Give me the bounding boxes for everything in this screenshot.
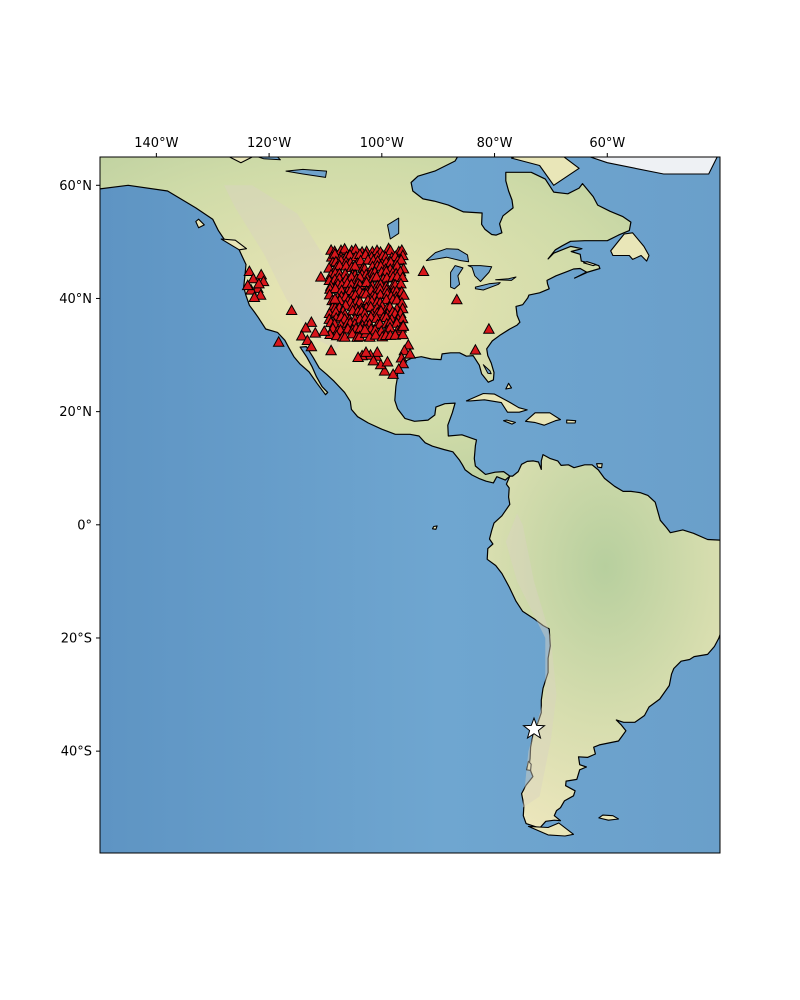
- station-layer: [241, 242, 495, 379]
- station-marker: [371, 345, 384, 357]
- top-tick-label: 80°W: [477, 136, 513, 151]
- event-layer: [522, 716, 546, 740]
- station-marker: [358, 323, 371, 335]
- station-marker: [243, 265, 256, 276]
- station-marker: [241, 279, 254, 291]
- top-tick-label: 60°W: [589, 136, 625, 151]
- station-marker: [396, 328, 409, 340]
- left-tick-label: 40°S: [61, 745, 92, 760]
- station-marker: [381, 355, 394, 367]
- station-marker: [389, 328, 402, 340]
- lake-layer: [256, 157, 517, 375]
- left-tick-label: 40°N: [59, 292, 92, 307]
- island: [598, 814, 620, 821]
- island: [596, 463, 603, 469]
- station-marker: [469, 343, 482, 355]
- station-marker: [305, 315, 318, 327]
- station-marker: [309, 326, 322, 338]
- top-tick-label: 140°W: [134, 136, 178, 151]
- island: [503, 419, 516, 425]
- lake: [474, 282, 501, 291]
- station-marker: [272, 335, 285, 347]
- left-axis: 60°N 40°N 20°N 0° 20°S 40°S: [59, 179, 100, 760]
- station-marker: [305, 340, 318, 352]
- left-tick-label: 20°N: [59, 405, 92, 420]
- station-marker: [369, 328, 382, 340]
- station-marker: [392, 362, 405, 374]
- lake: [450, 265, 464, 290]
- station-marker: [359, 345, 373, 357]
- station-marker: [397, 319, 410, 331]
- station-marker: [285, 304, 298, 315]
- top-tick-label: 120°W: [247, 136, 291, 151]
- station-marker: [318, 325, 331, 336]
- top-tick-label: 100°W: [360, 136, 404, 151]
- event-star-marker: [522, 716, 546, 740]
- left-tick-label: 0°: [77, 518, 92, 533]
- station-marker: [338, 242, 351, 254]
- island: [566, 419, 577, 424]
- station-marker: [387, 368, 400, 379]
- island: [220, 238, 248, 251]
- island: [526, 760, 532, 771]
- station-marker: [367, 354, 380, 366]
- island: [505, 382, 513, 390]
- left-tick-label: 60°N: [59, 179, 92, 194]
- station-marker: [295, 329, 308, 341]
- island: [195, 218, 205, 229]
- lake: [495, 276, 517, 281]
- station-marker: [397, 357, 410, 369]
- lake: [467, 265, 493, 282]
- top-axis: 140°W 120°W 100°W 80°W 60°W: [134, 136, 625, 157]
- station-marker: [328, 292, 342, 304]
- island: [610, 232, 650, 262]
- station-marker: [395, 253, 408, 265]
- island: [229, 157, 253, 164]
- station-marker: [325, 344, 338, 356]
- south-america-landmass: [486, 454, 720, 829]
- island: [583, 261, 597, 267]
- station-marker: [252, 277, 265, 289]
- island: [431, 525, 438, 530]
- station-marker: [254, 288, 267, 300]
- island: [510, 157, 580, 186]
- map-panel: [100, 157, 720, 853]
- station-marker: [403, 347, 417, 359]
- island: [465, 392, 528, 413]
- station-marker: [417, 265, 430, 276]
- lake: [387, 217, 400, 240]
- left-tick-label: 20°S: [61, 631, 92, 646]
- station-marker: [301, 334, 314, 345]
- island: [524, 412, 562, 426]
- greenland-ice: [588, 157, 718, 175]
- island: [527, 822, 575, 837]
- lake: [482, 364, 492, 375]
- station-marker: [397, 288, 410, 300]
- lake: [285, 168, 328, 178]
- station-marker: [329, 282, 342, 293]
- lake: [425, 248, 470, 263]
- terrain-shading: [224, 157, 718, 808]
- station-marker: [248, 291, 261, 302]
- map-frame: [99, 156, 721, 854]
- station-marker: [450, 293, 463, 305]
- mountain-shading: [224, 185, 348, 350]
- station-marker: [482, 322, 495, 334]
- station-marker: [378, 364, 391, 376]
- station-marker: [299, 321, 312, 333]
- station-marker: [314, 270, 327, 282]
- mountain-shading: [505, 513, 557, 808]
